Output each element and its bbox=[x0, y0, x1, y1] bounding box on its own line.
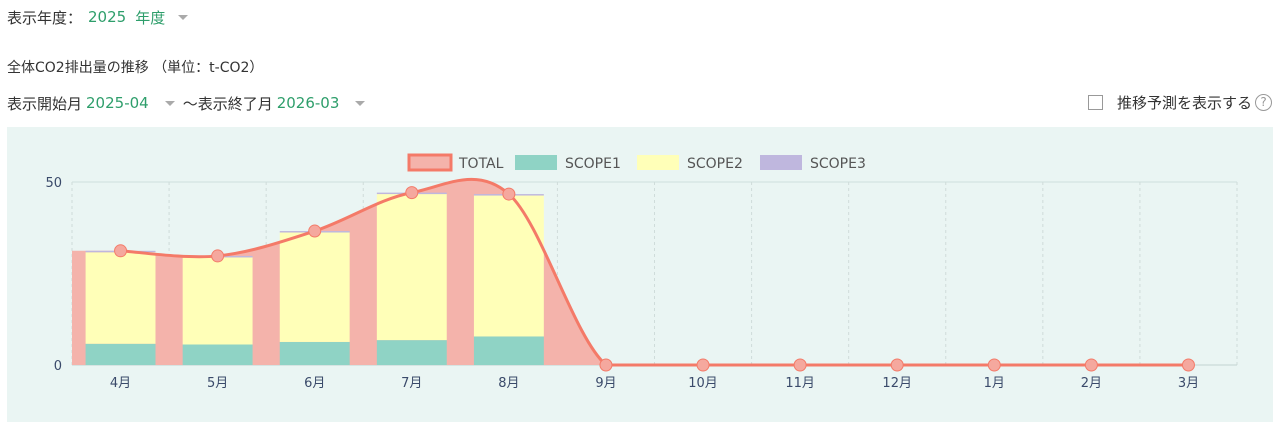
x-tick-label: 6月 bbox=[304, 376, 325, 391]
forecast-checkbox[interactable] bbox=[1087, 94, 1103, 110]
x-tick-label: 1月 bbox=[984, 376, 1005, 391]
start-month-value[interactable]: 2025-04 bbox=[86, 94, 149, 112]
start-month-dropdown-icon[interactable] bbox=[164, 100, 175, 106]
year-dropdown-icon[interactable] bbox=[178, 14, 189, 20]
total-point bbox=[502, 187, 516, 201]
legend-label-total: TOTAL bbox=[458, 156, 504, 172]
x-tick-label: 7月 bbox=[401, 376, 422, 391]
x-tick-label: 2月 bbox=[1081, 376, 1102, 391]
total-point bbox=[696, 358, 710, 372]
bar-scope1 bbox=[279, 341, 350, 365]
x-tick-label: 12月 bbox=[882, 376, 912, 391]
chart-title: 全体CO2排出量の推移 （単位：t-CO2） bbox=[7, 60, 264, 76]
year-unit[interactable]: 年度 bbox=[135, 8, 166, 27]
x-tick-label: 5月 bbox=[207, 376, 228, 391]
bar-scope2 bbox=[376, 194, 447, 341]
x-tick-label: 10月 bbox=[688, 376, 718, 391]
total-point bbox=[987, 358, 1001, 372]
year-value[interactable]: 2025 bbox=[88, 8, 127, 26]
bar-scope1 bbox=[85, 343, 156, 365]
total-point bbox=[114, 244, 128, 258]
legend-swatch-total bbox=[407, 153, 453, 172]
total-point bbox=[211, 249, 225, 263]
period-selector: 表示開始月 2025-04 ～表示終了月 2026-03 bbox=[7, 92, 366, 114]
y-tick-label: 0 bbox=[54, 359, 62, 374]
bar-scope1 bbox=[376, 340, 447, 365]
year-selector: 表示年度： 2025 年度 bbox=[7, 6, 189, 28]
end-month-dropdown-icon[interactable] bbox=[355, 100, 366, 106]
total-area-layer bbox=[72, 179, 1237, 365]
total-area bbox=[72, 179, 1237, 365]
end-month-label: ～表示終了月 bbox=[182, 94, 273, 113]
forecast-toggle: 推移予測を表示する ? bbox=[1087, 91, 1272, 113]
axis-layer: 0 50 4月 5月 6月 7月 8月 9月 10月 11月 12月 1月 2月 3月 bbox=[45, 176, 1199, 391]
x-tick-label: 4月 bbox=[110, 376, 131, 391]
y-tick-label: 50 bbox=[45, 176, 62, 191]
legend-swatch-scope2 bbox=[637, 155, 679, 170]
legend-label-scope3: SCOPE3 bbox=[810, 156, 866, 172]
bar-scope2 bbox=[85, 252, 156, 344]
legend-label-scope2: SCOPE2 bbox=[687, 156, 743, 172]
end-month-value[interactable]: 2026-03 bbox=[276, 94, 340, 112]
legend: TOTAL SCOPE1 SCOPE2 SCOPE3 bbox=[407, 153, 866, 172]
total-point bbox=[890, 358, 904, 372]
legend-swatch-scope1 bbox=[515, 155, 557, 170]
bar-scope2 bbox=[279, 232, 350, 342]
total-point bbox=[308, 224, 322, 238]
legend-swatch-scope3 bbox=[760, 155, 802, 170]
total-point bbox=[1181, 358, 1195, 372]
total-point bbox=[599, 358, 613, 372]
year-label: 表示年度： bbox=[7, 8, 83, 27]
total-point bbox=[793, 358, 807, 372]
chart-title-row: 全体CO2排出量の推移 （単位：t-CO2） bbox=[7, 57, 263, 77]
total-point bbox=[1084, 358, 1098, 372]
chart-panel: 0 50 4月 5月 6月 7月 8月 9月 10月 11月 12月 1月 2月 3月 TOTAL SCOP… bbox=[7, 127, 1273, 422]
total-point bbox=[405, 186, 419, 200]
bar-layer bbox=[85, 192, 544, 365]
forecast-label[interactable]: 推移予測を表示する bbox=[1116, 93, 1252, 112]
bar-scope2 bbox=[182, 257, 253, 345]
x-tick-label: 9月 bbox=[595, 376, 616, 391]
bar-scope2 bbox=[473, 195, 544, 337]
x-tick-label: 3月 bbox=[1178, 376, 1199, 391]
co2-chart: 0 50 4月 5月 6月 7月 8月 9月 10月 11月 12月 1月 2月 3月 TOTAL SCOP… bbox=[45, 153, 1238, 391]
question-circle-icon[interactable]: ? bbox=[1255, 93, 1272, 111]
bar-scope1 bbox=[182, 344, 253, 365]
start-month-label: 表示開始月 bbox=[7, 94, 83, 113]
total-points-layer bbox=[114, 186, 1195, 372]
legend-label-scope1: SCOPE1 bbox=[565, 156, 621, 172]
x-tick-label: 11月 bbox=[785, 376, 815, 391]
x-tick-label: 8月 bbox=[498, 376, 519, 391]
bar-scope1 bbox=[473, 336, 544, 365]
